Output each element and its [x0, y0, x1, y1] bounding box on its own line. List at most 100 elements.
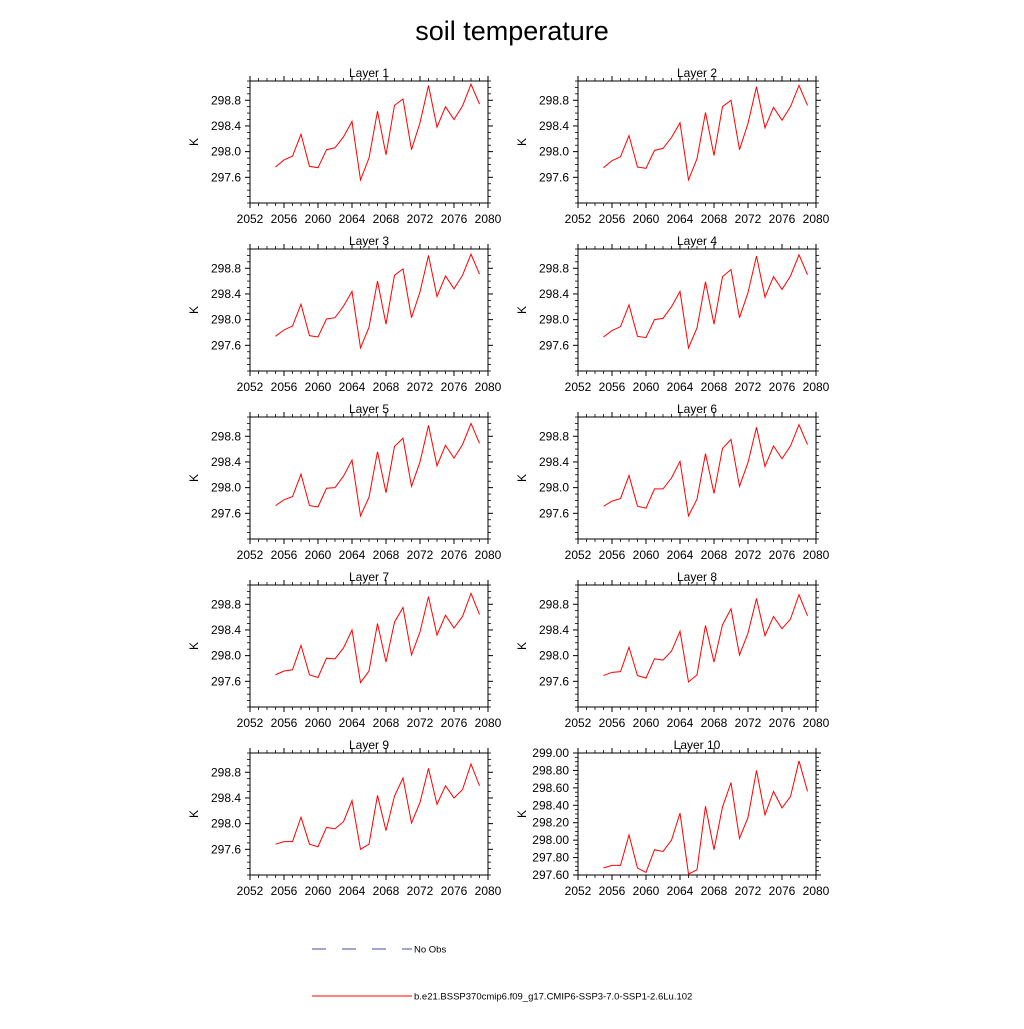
y-tick-label: 297.80	[532, 851, 569, 865]
plot-frame	[249, 416, 489, 540]
y-tick-label: 298.4	[211, 119, 241, 133]
y-tick-label: 298.4	[211, 791, 241, 805]
y-tick-label: 298.4	[539, 455, 569, 469]
x-tick-label: 2052	[237, 884, 264, 898]
series-line	[603, 84, 808, 182]
chart-panel: Layer 8 2052 2056 2060 2064 2068 2072 2076 2080 2…	[515, 570, 830, 730]
chart-panel: Layer 2 2052 2056 2060 2064 2068 2072 2076 2080 2…	[515, 66, 830, 226]
plot-frame	[577, 416, 817, 540]
y-tick-label: 297.6	[211, 170, 241, 184]
x-tick-label: 2076	[769, 884, 796, 898]
x-tick-label: 2052	[565, 212, 592, 226]
x-tick-label: 2080	[475, 884, 502, 898]
y-tick-label: 298.8	[211, 429, 241, 443]
plot-frame	[577, 752, 817, 876]
y-tick-label: 298.0	[211, 649, 241, 663]
y-tick-label: 298.4	[539, 287, 569, 301]
x-tick-label: 2072	[735, 380, 762, 394]
series-line	[603, 760, 808, 875]
series-line	[275, 252, 480, 350]
panel-title: Layer 2	[677, 66, 717, 80]
panel-title: Layer 5	[349, 402, 389, 416]
x-tick-label: 2068	[701, 212, 728, 226]
y-axis-label: K	[187, 810, 201, 818]
x-tick-label: 2052	[237, 212, 264, 226]
y-tick-label: 297.6	[539, 674, 569, 688]
panel-title: Layer 3	[349, 234, 389, 248]
y-tick-label: 298.8	[211, 93, 241, 107]
series-line	[603, 593, 808, 683]
y-tick-label: 299.00	[532, 746, 569, 760]
x-tick-label: 2056	[599, 548, 626, 562]
y-tick-label: 298.8	[211, 765, 241, 779]
x-tick-label: 2072	[735, 548, 762, 562]
y-tick-label: 298.8	[211, 261, 241, 275]
x-tick-label: 2072	[735, 716, 762, 730]
x-tick-label: 2064	[667, 548, 694, 562]
y-axis-label: K	[515, 642, 529, 650]
x-tick-label: 2080	[803, 212, 830, 226]
y-tick-label: 298.0	[539, 313, 569, 327]
y-axis-label: K	[515, 306, 529, 314]
x-tick-label: 2076	[441, 548, 468, 562]
x-tick-label: 2056	[271, 212, 298, 226]
plot-frame	[577, 584, 817, 708]
x-tick-label: 2056	[271, 380, 298, 394]
x-tick-label: 2060	[305, 212, 332, 226]
y-tick-label: 298.00	[532, 833, 569, 847]
x-tick-label: 2072	[407, 212, 434, 226]
x-tick-label: 2064	[339, 380, 366, 394]
y-tick-label: 297.6	[211, 338, 241, 352]
x-tick-label: 2072	[735, 884, 762, 898]
x-tick-label: 2080	[475, 548, 502, 562]
y-axis-label: K	[187, 642, 201, 650]
y-axis-label: K	[187, 474, 201, 482]
x-tick-label: 2076	[441, 380, 468, 394]
chart-panel: Layer 7 2052 2056 2060 2064 2068 2072 2076 2080 2…	[187, 570, 502, 730]
x-tick-label: 2064	[667, 212, 694, 226]
x-tick-label: 2076	[769, 716, 796, 730]
x-tick-label: 2080	[803, 548, 830, 562]
x-tick-label: 2056	[599, 884, 626, 898]
y-tick-label: 298.60	[532, 781, 569, 795]
y-tick-label: 297.6	[539, 170, 569, 184]
panel-title: Layer 7	[349, 570, 389, 584]
y-tick-label: 298.0	[211, 817, 241, 831]
x-tick-label: 2060	[633, 548, 660, 562]
legend-label: No Obs	[414, 945, 446, 956]
y-tick-label: 298.0	[539, 649, 569, 663]
x-tick-label: 2068	[701, 884, 728, 898]
plot-frame	[577, 248, 817, 372]
chart-panel: Layer 4 2052 2056 2060 2064 2068 2072 2076 2080 2…	[515, 234, 830, 394]
x-tick-label: 2052	[565, 884, 592, 898]
x-tick-label: 2056	[599, 716, 626, 730]
chart-panel: Layer 6 2052 2056 2060 2064 2068 2072 2076 2080 2…	[515, 402, 830, 562]
x-tick-label: 2076	[441, 884, 468, 898]
x-tick-label: 2052	[565, 716, 592, 730]
x-tick-label: 2064	[667, 884, 694, 898]
x-tick-label: 2060	[633, 380, 660, 394]
y-axis-label: K	[515, 474, 529, 482]
x-tick-label: 2056	[271, 716, 298, 730]
series-line	[603, 423, 808, 518]
x-tick-label: 2064	[339, 212, 366, 226]
panel-title: Layer 9	[349, 738, 389, 752]
y-tick-label: 298.0	[539, 145, 569, 159]
y-axis-label: K	[187, 138, 201, 146]
chart-panel: Layer 9 2052 2056 2060 2064 2068 2072 2076 2080 2…	[187, 738, 502, 898]
x-tick-label: 2064	[667, 380, 694, 394]
y-tick-label: 298.80	[532, 763, 569, 777]
y-tick-label: 298.0	[211, 481, 241, 495]
y-tick-label: 298.4	[211, 287, 241, 301]
plot-frame	[577, 80, 817, 204]
x-tick-label: 2072	[407, 380, 434, 394]
y-tick-label: 298.8	[539, 261, 569, 275]
y-axis-label: K	[515, 138, 529, 146]
x-tick-label: 2080	[475, 380, 502, 394]
y-tick-label: 297.6	[211, 842, 241, 856]
x-tick-label: 2080	[803, 380, 830, 394]
panel-title: Layer 8	[677, 570, 717, 584]
x-tick-label: 2072	[407, 884, 434, 898]
